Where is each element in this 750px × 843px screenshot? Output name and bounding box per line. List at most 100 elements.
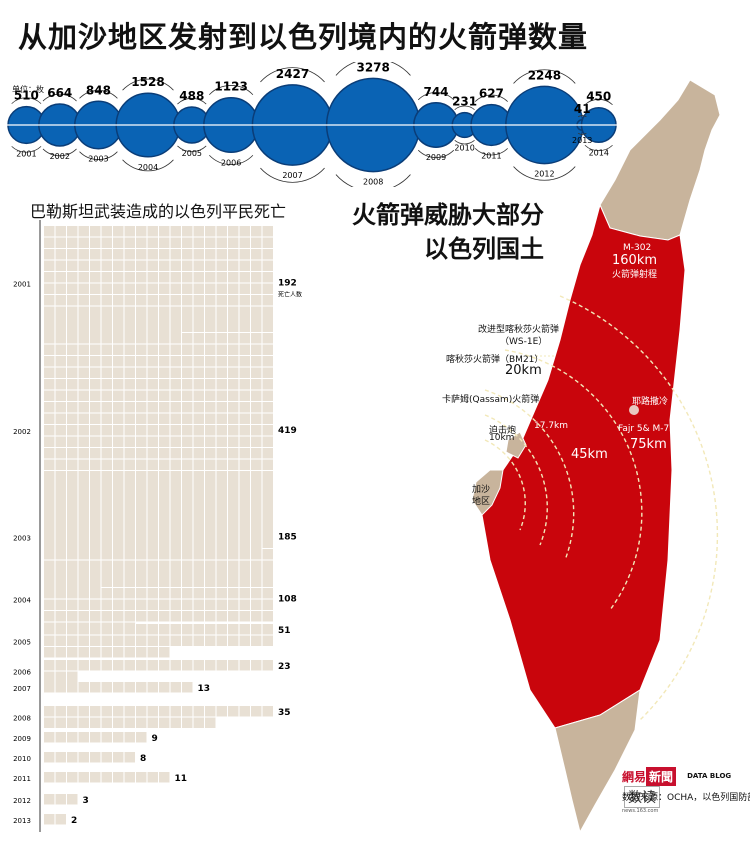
death-cell xyxy=(113,682,124,693)
bubble-bottom-arc xyxy=(474,148,508,156)
data-source: 数据来源：OCHA，以色列国防部 xyxy=(622,793,750,803)
death-cell xyxy=(228,706,239,717)
deaths-value-label: 2 xyxy=(71,816,77,826)
death-cell xyxy=(124,565,135,576)
death-cell xyxy=(124,682,135,693)
death-cell xyxy=(170,379,181,390)
death-cell xyxy=(193,310,204,321)
death-cell xyxy=(170,491,181,502)
death-cell xyxy=(101,448,112,459)
death-cell xyxy=(44,249,55,260)
deaths-value-label: 35 xyxy=(278,708,291,718)
death-cell xyxy=(113,379,124,390)
death-cell xyxy=(182,471,193,482)
deaths-bar-2007 xyxy=(44,682,193,693)
death-cell xyxy=(205,436,216,447)
death-cell xyxy=(170,260,181,271)
death-cell xyxy=(113,706,124,717)
death-cell xyxy=(182,660,193,671)
death-cell xyxy=(205,356,216,367)
death-cell xyxy=(147,310,158,321)
death-cell xyxy=(101,503,112,514)
death-cell xyxy=(262,459,273,470)
bubble-bottom-arc xyxy=(11,146,42,153)
death-cell xyxy=(55,682,66,693)
bubble-value-label: 744 xyxy=(423,85,448,99)
death-cell xyxy=(44,237,55,248)
death-cell xyxy=(228,611,239,622)
death-cell xyxy=(44,752,55,763)
death-cell xyxy=(90,310,101,321)
death-cell xyxy=(113,647,124,658)
death-cell xyxy=(216,356,227,367)
death-cell xyxy=(216,706,227,717)
death-cell xyxy=(113,260,124,271)
map-jerusalem-area xyxy=(505,431,527,459)
death-cell xyxy=(228,599,239,610)
death-cell xyxy=(124,226,135,237)
death-cell xyxy=(159,599,170,610)
death-cell xyxy=(251,565,262,576)
death-cell xyxy=(159,635,170,646)
death-cell xyxy=(55,448,66,459)
death-cell xyxy=(239,283,250,294)
death-cell xyxy=(78,436,89,447)
deaths-year-label: 2003 xyxy=(13,535,31,543)
death-cell xyxy=(182,624,193,635)
death-cell xyxy=(124,537,135,548)
death-cell xyxy=(101,480,112,491)
label-fajr: Fajr 5& M-75 xyxy=(618,424,675,434)
bubble-year-label: 2014 xyxy=(589,148,609,157)
death-cell xyxy=(239,272,250,283)
deaths-value-label: 51 xyxy=(278,626,291,636)
death-cell xyxy=(136,537,147,548)
death-cell xyxy=(170,549,181,560)
death-cell xyxy=(78,448,89,459)
death-cell xyxy=(262,237,273,248)
range-arc-45 xyxy=(484,389,575,561)
death-cell xyxy=(262,549,273,560)
death-cell xyxy=(147,565,158,576)
death-cell xyxy=(262,624,273,635)
range-arc-20 xyxy=(484,414,548,546)
death-cell xyxy=(124,448,135,459)
death-cell xyxy=(251,706,262,717)
bubble-value-label: 2248 xyxy=(528,68,561,82)
death-cell xyxy=(78,772,89,783)
death-cell xyxy=(113,717,124,728)
death-cell xyxy=(44,514,55,525)
death-cell xyxy=(101,310,112,321)
death-cell xyxy=(55,660,66,671)
death-cell xyxy=(228,526,239,537)
death-cell xyxy=(101,549,112,560)
death-cell xyxy=(205,576,216,587)
death-cell xyxy=(124,310,135,321)
death-cell xyxy=(182,237,193,248)
death-cell xyxy=(67,471,78,482)
death-cell xyxy=(251,549,262,560)
death-cell xyxy=(216,379,227,390)
deaths-year-label: 2001 xyxy=(13,281,31,289)
bubble-top-arc xyxy=(209,85,254,96)
death-cell xyxy=(136,588,147,599)
death-cell xyxy=(55,249,66,260)
death-cell xyxy=(170,344,181,355)
death-cell xyxy=(251,599,262,610)
bubble-bottom-arc xyxy=(42,148,77,157)
death-cell xyxy=(90,491,101,502)
death-cell xyxy=(44,356,55,367)
bubble-bottom-arc xyxy=(335,174,411,187)
death-cell xyxy=(170,624,181,635)
map-gaza xyxy=(471,469,504,516)
death-cell xyxy=(78,459,89,470)
death-cell xyxy=(182,611,193,622)
death-cell xyxy=(44,310,55,321)
death-cell xyxy=(124,772,135,783)
death-cell xyxy=(136,272,147,283)
death-cell xyxy=(78,402,89,413)
death-cell xyxy=(205,491,216,502)
death-cell xyxy=(90,272,101,283)
death-cell xyxy=(239,310,250,321)
death-cell xyxy=(44,344,55,355)
brand-news-name: 新聞 xyxy=(646,767,677,786)
